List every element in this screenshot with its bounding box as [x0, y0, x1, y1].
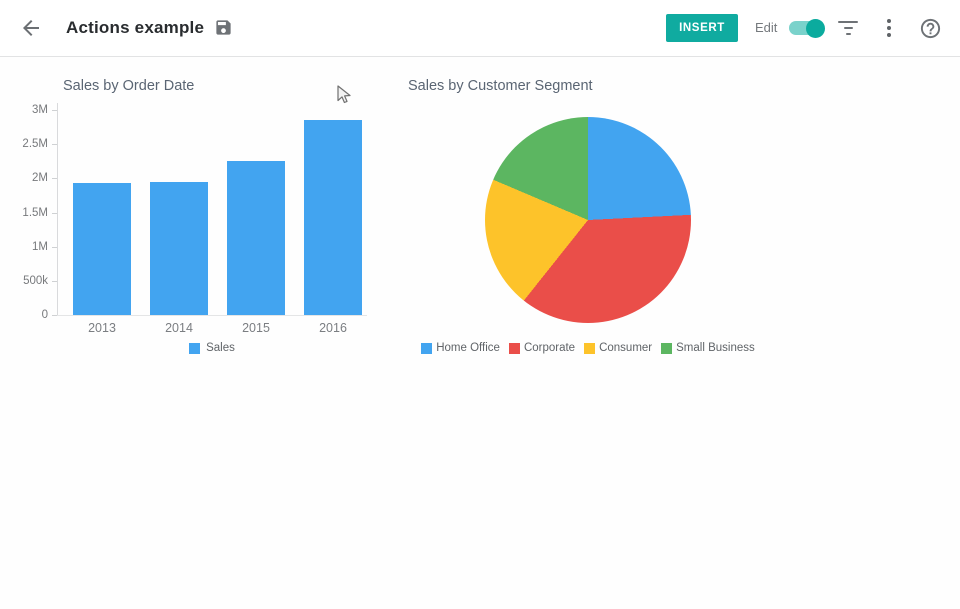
y-axis-tick-mark: [52, 315, 57, 316]
y-axis-tick-label: 2M: [32, 172, 48, 185]
save-icon: [215, 20, 231, 35]
y-axis-tick-label: 1M: [32, 240, 48, 253]
legend-swatch: [584, 342, 596, 354]
more-options-button[interactable]: [875, 14, 903, 42]
help-icon: [920, 18, 940, 38]
y-axis-tick-label: 3M: [32, 104, 48, 116]
legend-label: Home Office: [436, 342, 500, 354]
page-title: Actions example: [66, 18, 205, 37]
pie-chart-legend: Home Office Corporate Consumer Small Busine…: [400, 342, 776, 354]
x-axis-category-label: 2013: [88, 321, 116, 335]
bar-2015[interactable]: [227, 161, 285, 315]
legend-label: Consumer: [599, 342, 653, 354]
bar-chart-title: Sales by Order Date: [63, 78, 195, 94]
back-button[interactable]: [18, 16, 44, 42]
bar-chart-legend: Sales: [57, 342, 367, 354]
legend-swatch: [508, 342, 520, 354]
legend-label: Corporate: [523, 342, 576, 354]
toggle-knob: [806, 19, 825, 38]
bar-2013[interactable]: [73, 183, 131, 315]
legend-swatch: [661, 342, 673, 354]
legend-item-small-business[interactable]: Small Business: [661, 342, 755, 354]
filter-list-icon: [838, 21, 858, 35]
pie-chart-title: Sales by Customer Segment: [408, 78, 593, 94]
x-axis-category-label: 2015: [242, 321, 270, 335]
bar-2014[interactable]: [150, 182, 208, 315]
legend-swatch-sales: [189, 342, 201, 354]
y-axis-tick-label: 0: [41, 309, 48, 321]
bar-chart-plot: 0 500k 1M 1.5M 2M 2.5M 3M 2013 2014 2015 2016 Sales: [0, 57, 400, 367]
back-arrow-icon: [23, 20, 39, 36]
edit-toggle[interactable]: [789, 19, 825, 38]
dashboard-canvas: Sales by Order Date 0 500k 1M 1.5M 2M 2.5M 3M 2…: [0, 57, 960, 609]
bar-chart-widget[interactable]: Sales by Order Date 0 500k 1M 1.5M 2M 2.5M 3M 2…: [0, 57, 400, 367]
y-axis-tick-mark: [52, 280, 57, 282]
x-axis-category-label: 2016: [319, 321, 347, 335]
y-axis-tick-label: 1.5M: [22, 206, 48, 219]
y-axis-line: [57, 103, 58, 316]
y-axis-tick-mark: [52, 212, 57, 214]
y-axis-tick-mark: [52, 178, 57, 180]
legend-item-corporate[interactable]: Corporate: [508, 342, 576, 354]
y-axis-tick-label: 500k: [23, 274, 48, 287]
y-axis-tick-mark: [52, 246, 57, 248]
legend-label: Small Business: [676, 342, 755, 354]
help-button[interactable]: [916, 14, 944, 42]
pie-chart[interactable]: [485, 117, 691, 323]
legend-item-consumer[interactable]: Consumer: [584, 342, 652, 354]
legend-swatch: [421, 342, 433, 354]
kebab-menu-icon: [887, 19, 891, 37]
y-axis-tick-mark: [52, 110, 57, 111]
y-axis-tick-label: 2.5M: [22, 138, 48, 151]
app-header: Actions example INSERT Edit: [0, 0, 960, 57]
save-button[interactable]: [212, 18, 234, 40]
x-axis-line: [57, 315, 367, 316]
filter-button[interactable]: [834, 14, 862, 42]
bar-2016[interactable]: [304, 120, 362, 315]
legend-item-home-office[interactable]: Home Office: [421, 342, 500, 354]
x-axis-category-label: 2014: [165, 321, 193, 335]
edit-toggle-label: Edit: [755, 20, 778, 35]
y-axis-tick-mark: [52, 144, 57, 146]
insert-button[interactable]: INSERT: [666, 14, 738, 42]
legend-label-sales: Sales: [206, 342, 235, 354]
pie-chart-widget[interactable]: Sales by Customer Segment Home Office Cor…: [400, 57, 800, 367]
